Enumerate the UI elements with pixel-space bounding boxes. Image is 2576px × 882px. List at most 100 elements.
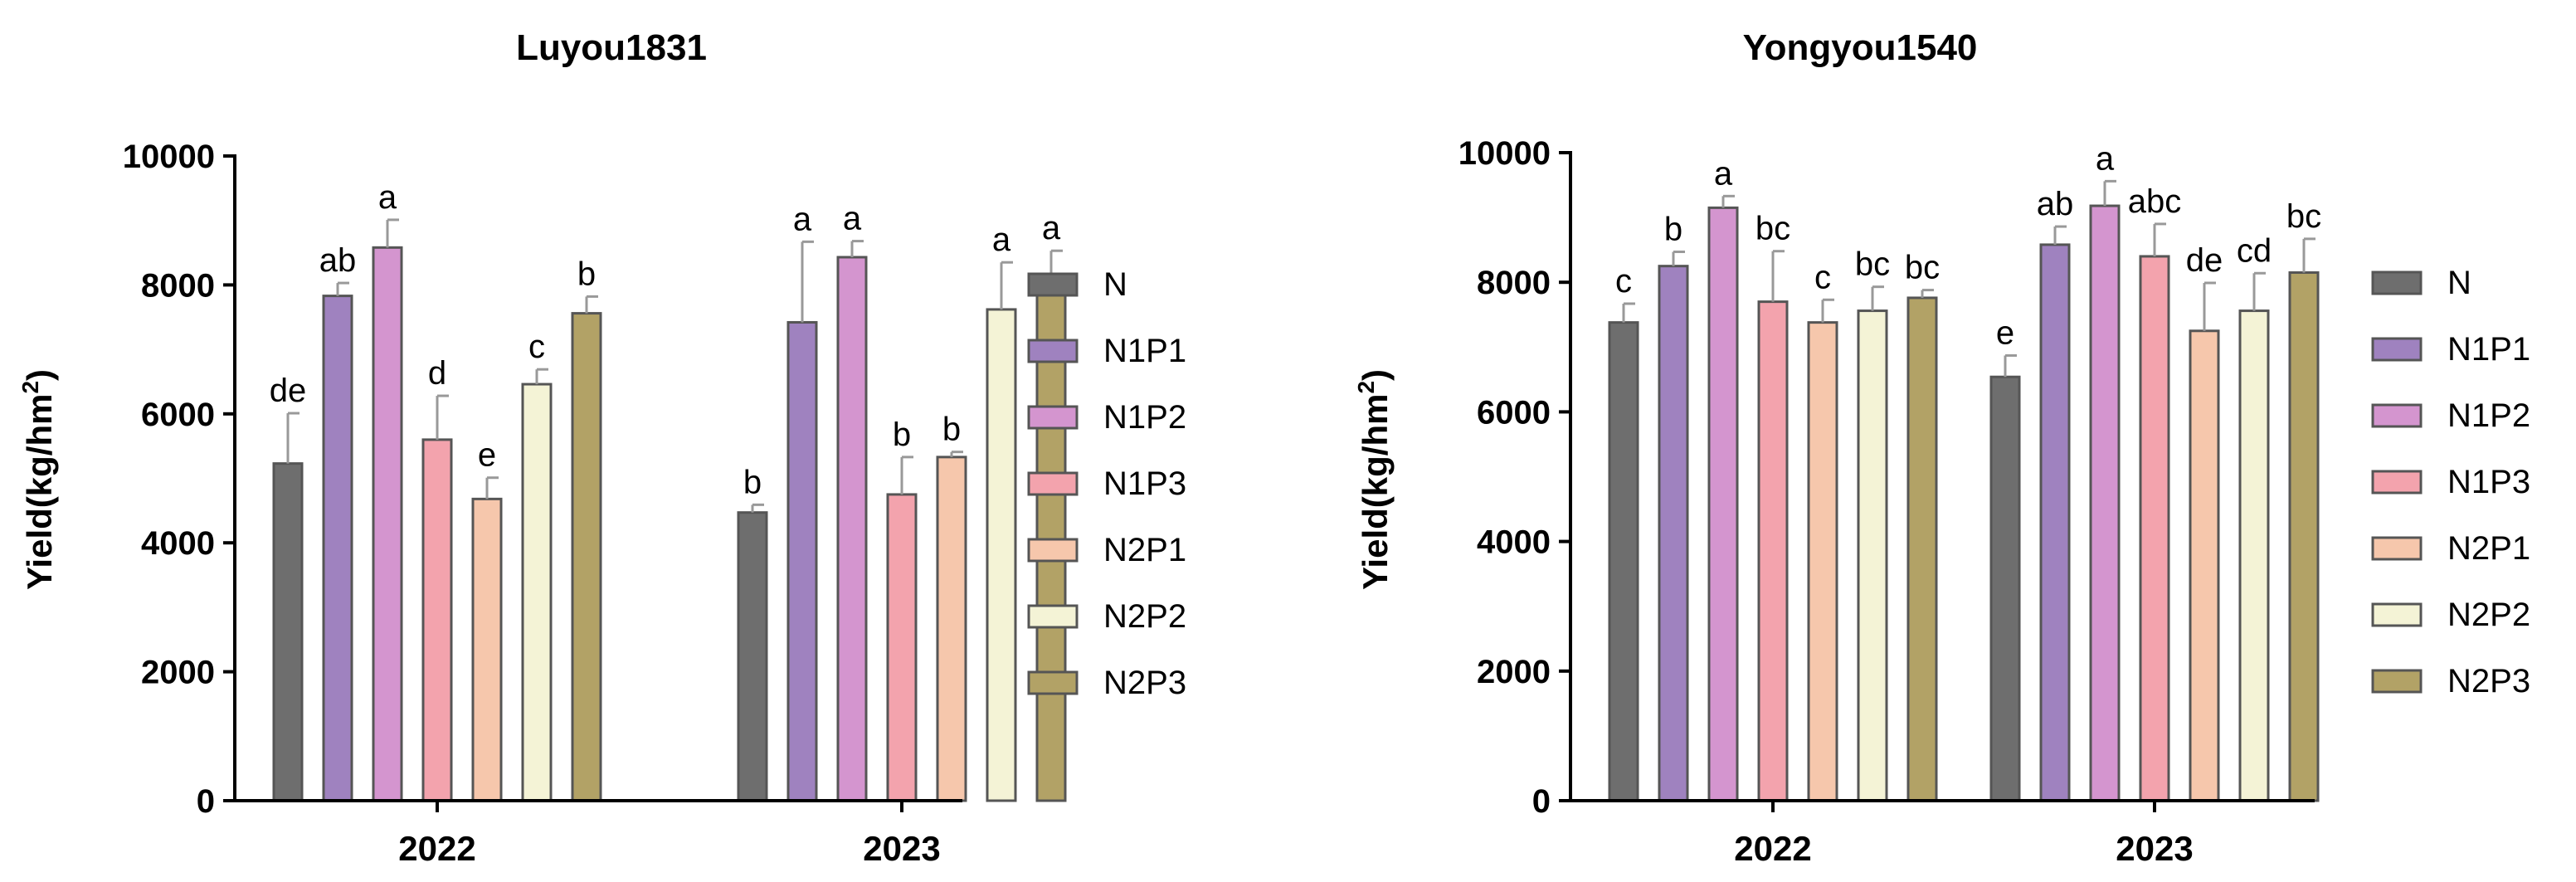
bar-N1P2-2023 (2089, 204, 2121, 802)
bar-N2P2-2022 (1857, 309, 1888, 802)
significance-letter: a (992, 222, 1011, 258)
legend-label-N2P3: N2P3 (1103, 665, 1186, 701)
legend-swatch-N1P3 (1027, 471, 1079, 496)
chart-yongyou1540: Yongyou1540 Yield(kg/hm2) 0 2000 4000 6000 8… (1353, 27, 2530, 868)
bar-N-2023 (1989, 375, 2021, 802)
y-tick-label: 4000 (1477, 524, 1551, 561)
significance-letter: de (270, 373, 307, 409)
chart-title: Yongyou1540 (1743, 27, 1978, 68)
y-tick-label: 6000 (1477, 394, 1551, 431)
bar-N2P1-2023 (936, 456, 967, 802)
significance-letter: a (793, 201, 812, 237)
legend-swatch-N1P3 (2371, 470, 2423, 495)
legend-label-N1P3: N1P3 (2447, 464, 2530, 500)
legend-swatch-N1P2 (2371, 403, 2423, 428)
y-tick-label: 8000 (141, 267, 215, 304)
significance-letter: bc (1755, 211, 1790, 247)
legend-label-N1P2: N1P2 (2447, 397, 2530, 434)
significance-letter: b (942, 412, 961, 448)
bar-N1P2-2022 (1707, 206, 1739, 802)
bar-N1P3-2022 (1757, 300, 1789, 802)
significance-letter: c (528, 329, 545, 365)
legend-label-N1P2: N1P2 (1103, 399, 1186, 436)
significance-letter: b (893, 417, 911, 453)
significance-letter: c (1814, 259, 1831, 295)
bar-N1P2-2022 (372, 246, 403, 802)
y-tick-label: 0 (1532, 783, 1551, 820)
legend-swatch-N2P3 (1027, 670, 1079, 695)
legend-label-N2P3: N2P3 (2447, 663, 2530, 699)
significance-letter: a (2096, 140, 2115, 177)
legend-label-N1P1: N1P1 (2447, 331, 2530, 368)
x-tick-label: 2023 (863, 829, 940, 868)
bar-N2P3-2022 (1906, 296, 1938, 802)
bar-N-2022 (1608, 321, 1639, 802)
legend-swatch-N1P2 (1027, 405, 1079, 430)
legend-swatch-N2P1 (1027, 538, 1079, 563)
bar-N2P2-2023 (986, 308, 1017, 802)
x-tick-label: 2022 (1734, 829, 1811, 868)
legend-swatch-N2P2 (2371, 602, 2423, 627)
bar-N1P3-2023 (886, 493, 918, 802)
legend-label-N2P1: N2P1 (1103, 532, 1186, 568)
legend-swatch-N1P1 (2371, 337, 2423, 362)
significance-letter: ab (2037, 186, 2074, 222)
y-axis-label: Yield(kg/hm2) (1353, 369, 1395, 590)
y-tick-label: 2000 (1477, 654, 1551, 690)
y-tick-label: 10000 (123, 139, 215, 175)
y-tick-label: 4000 (141, 525, 215, 562)
bar-N-2022 (272, 462, 304, 802)
bar-N2P2-2022 (521, 383, 553, 802)
y-tick-label: 2000 (141, 655, 215, 691)
legend-swatch-N2P2 (1027, 604, 1079, 629)
y-axis-label: Yield(kg/hm2) (17, 369, 59, 590)
y-tick-label: 6000 (141, 397, 215, 433)
bar-N1P3-2023 (2139, 255, 2170, 802)
significance-letter: e (478, 437, 496, 474)
legend-swatch-N2P1 (2371, 536, 2423, 561)
significance-letter: a (1714, 155, 1733, 192)
bar-N2P1-2022 (1807, 321, 1838, 802)
legend-label-N2P1: N2P1 (2447, 530, 2530, 567)
legend-label-N: N (2447, 265, 2471, 301)
bar-N1P1-2022 (1658, 265, 1689, 802)
y-tick-label: 10000 (1458, 135, 1551, 172)
bar-N1P1-2023 (786, 320, 818, 802)
legend-label-N2P2: N2P2 (2447, 597, 2530, 633)
legend-swatch-N (2371, 270, 2423, 295)
legend: N N1P1 N1P2 N1P3 N2P1 N2P2 N2P3 (2371, 265, 2530, 699)
bar-N2P3-2022 (571, 312, 602, 802)
significance-letter: de (2186, 242, 2223, 279)
x-tick-label: 2022 (398, 829, 475, 868)
bar-N1P1-2023 (2039, 243, 2071, 802)
y-tick-label: 0 (197, 783, 215, 820)
significance-letter: a (1042, 210, 1061, 246)
significance-letter: bc (1905, 250, 1940, 286)
significance-letter: c (1615, 263, 1632, 300)
significance-letter: b (577, 256, 596, 292)
legend-label-N1P1: N1P1 (1103, 333, 1186, 369)
significance-letter: cd (2237, 232, 2272, 269)
bar-N2P3-2023 (2288, 270, 2320, 802)
significance-letter: b (1664, 211, 1682, 247)
bar-N1P3-2022 (421, 438, 453, 802)
bar-N-2023 (737, 511, 768, 802)
bar-N2P2-2023 (2238, 309, 2270, 802)
legend-swatch-N (1027, 272, 1079, 297)
legend-swatch-N2P3 (2371, 669, 2423, 694)
significance-letter: b (743, 464, 762, 500)
chart-title: Luyou1831 (516, 27, 707, 68)
legend-label-N1P3: N1P3 (1103, 465, 1186, 502)
chart-luyou1831: Luyou1831 Yield(kg/hm2) 0 2000 4000 6000 800… (17, 27, 1186, 868)
x-tick-label: 2023 (2116, 829, 2193, 868)
significance-letter: d (428, 355, 446, 392)
legend-label-N: N (1103, 266, 1127, 303)
significance-letter: a (843, 201, 862, 237)
legend: N N1P1 N1P2 N1P3 N2P1 N2P2 N2P3 (1027, 266, 1186, 701)
significance-letter: abc (2128, 183, 2182, 220)
bar-N2P1-2023 (2189, 329, 2220, 802)
bar-N2P1-2022 (471, 497, 503, 802)
significance-letter: e (1996, 314, 2014, 351)
significance-letter: bc (1855, 246, 1890, 283)
